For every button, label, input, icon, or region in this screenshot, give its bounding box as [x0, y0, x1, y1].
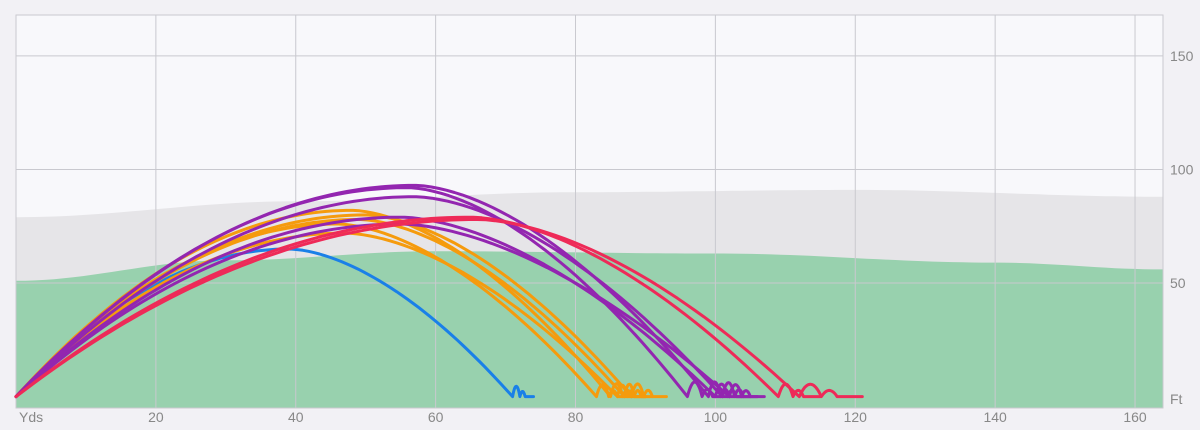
- y-tick-label: 100: [1170, 161, 1194, 177]
- trajectory-series: [14, 183, 864, 399]
- plot-border: [15, 14, 1164, 409]
- x-tick-label: 40: [288, 409, 304, 425]
- axes: 20 40 60 80 100 120 140 160 Yds 50 100 150 Ft: [19, 48, 1194, 425]
- trajectory-purple-11: [14, 222, 766, 399]
- x-tick-label: 120: [844, 409, 868, 425]
- y-tick-label: 50: [1170, 275, 1186, 291]
- trajectory-purple-10: [14, 195, 759, 399]
- trajectory-orange-6: [14, 231, 647, 399]
- trajectory-purple-9: [14, 215, 752, 399]
- x-tick-label: 100: [704, 409, 728, 425]
- plot-area: [16, 15, 1163, 408]
- x-unit-label: Yds: [19, 409, 43, 425]
- x-tick-label: 160: [1123, 409, 1147, 425]
- x-tick-label: 60: [428, 409, 444, 425]
- trajectory-red-13: [14, 218, 864, 399]
- x-tick-label: 80: [568, 409, 584, 425]
- y-tick-label: 150: [1170, 48, 1194, 64]
- grid-lines: [15, 14, 1164, 409]
- y-unit-label: Ft: [1170, 391, 1183, 407]
- x-tick-label: 140: [983, 409, 1007, 425]
- green-zone: [16, 251, 1163, 408]
- x-tick-label: 20: [148, 409, 164, 425]
